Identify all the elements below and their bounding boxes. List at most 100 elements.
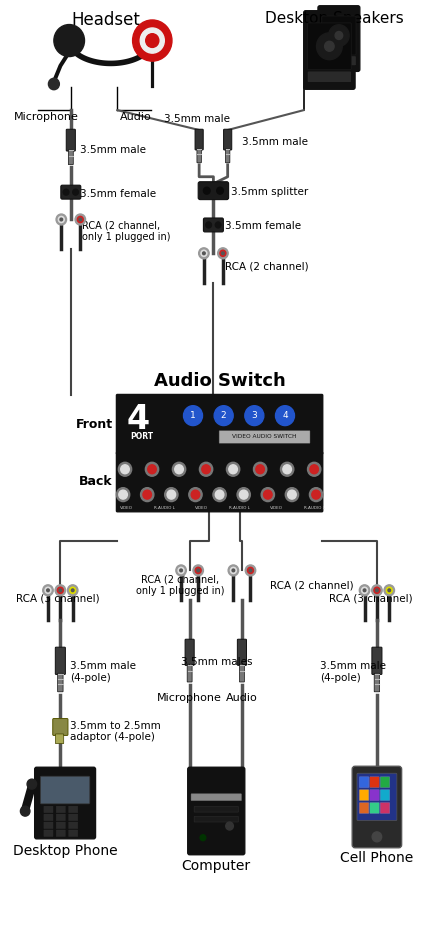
Circle shape	[215, 222, 221, 228]
FancyBboxPatch shape	[197, 149, 201, 162]
FancyBboxPatch shape	[185, 639, 194, 666]
FancyBboxPatch shape	[219, 430, 310, 444]
Circle shape	[191, 490, 200, 499]
Circle shape	[73, 189, 78, 195]
Circle shape	[202, 464, 210, 474]
Text: RCA (2 channel,
only 1 plugged in): RCA (2 channel, only 1 plugged in)	[82, 221, 171, 243]
Text: RCA (2 channel): RCA (2 channel)	[271, 581, 354, 590]
Text: Computer: Computer	[182, 859, 251, 872]
Text: Desktop Phone: Desktop Phone	[13, 844, 117, 858]
FancyBboxPatch shape	[187, 665, 192, 682]
FancyBboxPatch shape	[380, 789, 390, 801]
Text: Back: Back	[79, 476, 113, 488]
Circle shape	[132, 20, 172, 61]
FancyBboxPatch shape	[237, 639, 246, 666]
Text: Cell Phone: Cell Phone	[340, 851, 414, 865]
Circle shape	[58, 216, 64, 223]
Circle shape	[228, 565, 239, 576]
Circle shape	[200, 834, 206, 841]
FancyBboxPatch shape	[56, 830, 65, 836]
Circle shape	[201, 250, 207, 257]
Text: 2: 2	[221, 412, 226, 420]
Circle shape	[325, 42, 334, 51]
Circle shape	[329, 25, 349, 46]
Circle shape	[245, 406, 264, 426]
FancyBboxPatch shape	[68, 822, 78, 829]
Circle shape	[226, 822, 233, 830]
Circle shape	[70, 587, 76, 594]
Text: 3.5mm to 2.5mm
adaptor (4-pole): 3.5mm to 2.5mm adaptor (4-pole)	[70, 720, 161, 742]
FancyBboxPatch shape	[44, 806, 53, 813]
Text: RCA (3 channel): RCA (3 channel)	[330, 593, 413, 603]
FancyBboxPatch shape	[304, 10, 355, 90]
Circle shape	[59, 589, 61, 592]
Circle shape	[176, 565, 186, 576]
Circle shape	[55, 585, 65, 596]
Text: 1: 1	[190, 412, 196, 420]
Text: R.AUDIO L: R.AUDIO L	[154, 506, 175, 510]
Circle shape	[172, 463, 186, 476]
Circle shape	[317, 33, 342, 59]
Circle shape	[307, 463, 321, 476]
Circle shape	[78, 216, 83, 223]
Text: RCA (3 channel): RCA (3 channel)	[16, 593, 99, 603]
Circle shape	[116, 488, 130, 501]
Circle shape	[213, 488, 226, 501]
FancyBboxPatch shape	[194, 806, 239, 812]
Circle shape	[167, 490, 176, 499]
Text: Audio: Audio	[120, 112, 152, 122]
FancyBboxPatch shape	[66, 129, 75, 151]
Circle shape	[239, 490, 248, 499]
Circle shape	[63, 189, 69, 195]
Circle shape	[261, 488, 275, 501]
Circle shape	[214, 406, 233, 426]
Circle shape	[60, 218, 63, 221]
Circle shape	[68, 585, 78, 596]
FancyBboxPatch shape	[58, 673, 63, 692]
Circle shape	[232, 569, 235, 572]
FancyBboxPatch shape	[223, 129, 232, 150]
Circle shape	[148, 464, 156, 474]
Text: PORT: PORT	[130, 432, 154, 442]
Text: 3: 3	[252, 412, 257, 420]
Text: 3.5mm female: 3.5mm female	[225, 222, 301, 231]
FancyBboxPatch shape	[44, 814, 53, 820]
FancyBboxPatch shape	[68, 150, 73, 164]
FancyBboxPatch shape	[359, 802, 369, 814]
Text: Audio Switch: Audio Switch	[154, 373, 285, 391]
Circle shape	[363, 589, 366, 592]
Text: VIDEO: VIDEO	[195, 506, 208, 510]
FancyBboxPatch shape	[55, 733, 64, 744]
Text: Microphone: Microphone	[14, 112, 79, 122]
Circle shape	[248, 567, 253, 574]
Circle shape	[203, 252, 205, 255]
Circle shape	[264, 490, 272, 499]
FancyBboxPatch shape	[370, 789, 379, 801]
FancyBboxPatch shape	[359, 777, 369, 787]
FancyBboxPatch shape	[44, 830, 53, 836]
Circle shape	[288, 490, 296, 499]
FancyBboxPatch shape	[226, 149, 230, 162]
Text: 3.5mm male: 3.5mm male	[242, 137, 308, 147]
Circle shape	[184, 406, 203, 426]
FancyBboxPatch shape	[204, 218, 223, 232]
Circle shape	[118, 463, 132, 476]
FancyBboxPatch shape	[55, 648, 65, 674]
FancyBboxPatch shape	[380, 777, 390, 787]
Circle shape	[374, 587, 380, 594]
Circle shape	[310, 488, 323, 501]
Circle shape	[245, 565, 256, 576]
Circle shape	[45, 587, 51, 594]
Text: Desktop Speakers: Desktop Speakers	[265, 10, 404, 25]
Text: Headset: Headset	[71, 10, 140, 28]
FancyBboxPatch shape	[370, 777, 379, 787]
FancyBboxPatch shape	[307, 23, 351, 70]
FancyBboxPatch shape	[318, 6, 360, 72]
Circle shape	[195, 567, 201, 574]
Text: R.AUDIO L: R.AUDIO L	[304, 506, 325, 510]
Circle shape	[57, 587, 63, 594]
FancyBboxPatch shape	[188, 767, 245, 854]
FancyBboxPatch shape	[195, 129, 203, 150]
Circle shape	[119, 490, 127, 499]
Circle shape	[217, 187, 223, 194]
